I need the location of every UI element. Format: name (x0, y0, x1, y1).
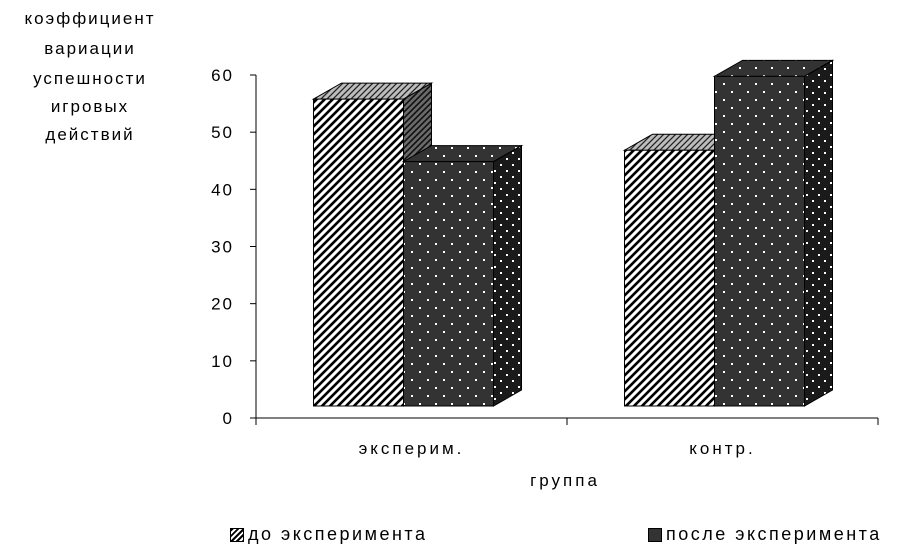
bar-front (624, 149, 715, 407)
bar-side (493, 144, 522, 407)
labels-group: 0 10 20 30 40 50 60 эксперим. контр. группа (211, 66, 755, 490)
axes-group (250, 74, 879, 425)
y-axis-title-line: вариации (44, 39, 136, 58)
y-axis-title-line: успешности (33, 69, 147, 88)
y-tick-label: 50 (211, 123, 234, 142)
bar-front (714, 75, 805, 407)
legend-label: до эксперимента (248, 524, 428, 544)
bar (712, 59, 835, 407)
y-tick-label: 20 (211, 295, 234, 314)
y-tick-label: 30 (211, 238, 234, 257)
bar-front (313, 98, 404, 407)
legend-item-series1: до эксперимента (230, 524, 427, 545)
bars-group (311, 59, 835, 407)
x-tick-label: эксперим. (359, 439, 465, 458)
bar (401, 144, 524, 407)
bar-front (403, 161, 494, 407)
y-tick-label: 60 (211, 66, 234, 85)
y-tick-label: 0 (223, 409, 234, 428)
legend-label: после эксперимента (666, 524, 882, 544)
legend-swatch-hatch (230, 527, 244, 542)
y-tick-label: 40 (211, 180, 234, 199)
legend-item-series2: после эксперимента (648, 524, 882, 545)
legend-swatch-dots (648, 527, 662, 542)
x-axis-title: группа (530, 471, 600, 490)
y-axis-title-line: действий (45, 125, 135, 144)
y-axis-title-line: игровых (50, 97, 130, 116)
y-tick-label: 10 (211, 352, 234, 371)
x-tick-label: контр. (689, 439, 755, 458)
bar-side (804, 59, 833, 407)
y-axis-title-line: коэффициент (24, 9, 156, 28)
